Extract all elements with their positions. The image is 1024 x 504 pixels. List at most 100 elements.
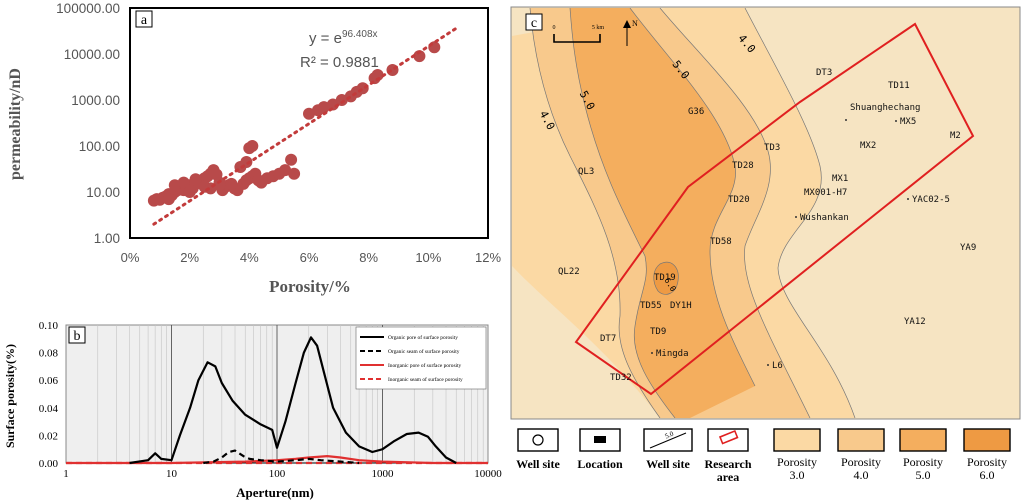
legend-well-line-label: Well site <box>646 457 690 471</box>
panel-a-data-point <box>213 179 226 192</box>
research-area-outline <box>574 22 975 396</box>
panel-a-x-tick: 8% <box>359 250 378 265</box>
well-label-mx1: MX1 <box>832 174 848 184</box>
panel-a-data-point <box>317 101 330 114</box>
porosity-zone-6 <box>653 262 679 295</box>
well-labels: DT3 TD11 Shuanghechang MX5 M2 G36 TD3 MX2 TD28 QL… <box>558 68 976 383</box>
panel-a-y-tick: 1000.00 <box>71 93 120 108</box>
legend-porosity-4-swatch <box>837 428 885 452</box>
well-label-mx001-h7: MX001-H7 <box>804 188 847 198</box>
legend-research-box <box>707 428 749 452</box>
legend-inorganic-seam-label: Inorganic seam of surface porosity <box>388 376 463 383</box>
panel-a-y-tick: 10.00 <box>86 185 120 200</box>
well-label-dt3: DT3 <box>816 68 832 78</box>
well-label-dy1h: DY1H <box>670 301 692 311</box>
panel-a-data-point <box>303 107 315 120</box>
panel-a-r-squared: R² = 0.9881 <box>300 54 379 71</box>
legend-porosity-6-value: 6.0 <box>980 468 995 482</box>
legend-porosity-5-value: 5.0 <box>916 468 931 482</box>
well-label-yac02-5: YAC02-5 <box>912 195 950 205</box>
panel-b-x-tick: 1 <box>63 468 69 480</box>
contour-4-east <box>659 8 811 418</box>
panel-b-legend: Organic pore of surface porosity Organic… <box>355 326 487 390</box>
legend-porosity-4-value: 4.0 <box>854 468 869 482</box>
legend-research-icon <box>718 429 739 445</box>
panel-a-data-point <box>335 94 348 106</box>
legend-porosity-3-label: Porosity <box>777 455 817 469</box>
scale-bar-zero: 0 <box>553 25 556 31</box>
panel-b-series-organic-pore-of-surface-porosity <box>129 336 457 465</box>
panel-c-porosity-map: c 0 5 km N 4.0 5.0 5.0 4.0 6.0 DT3TD11Sh… <box>510 6 1021 420</box>
panel-a-x-tick: 2% <box>180 250 199 265</box>
panel-a-data-point <box>183 186 196 198</box>
well-label-td58: TD58 <box>710 237 732 247</box>
panel-b-x-tick: 10000 <box>474 468 502 480</box>
panel-a-y-tick: 1.00 <box>94 231 120 246</box>
north-arrow-icon: N <box>623 19 638 46</box>
well-label-ql3: QL3 <box>578 167 594 177</box>
well-site-marker <box>907 198 909 200</box>
north-arrow-label: N <box>632 19 638 28</box>
panel-a-data-point <box>356 82 369 95</box>
legend-porosity-5-label: Porosity <box>903 455 943 469</box>
legend-inorganic-pore-label: Inorganic pore of surface porosity <box>388 362 462 369</box>
well-site-marker <box>845 119 847 121</box>
well-label-ya12: YA12 <box>904 317 926 327</box>
panel-b-x-tick: 1000 <box>372 468 395 480</box>
well-label-ql22: QL22 <box>558 267 580 277</box>
well-label-td32: TD32 <box>610 373 632 383</box>
legend-well-line-value: 5.0 <box>664 430 676 441</box>
legend-location-label: Location <box>577 457 623 471</box>
panel-a-data-point <box>189 173 202 186</box>
panel-a-data-point <box>225 177 238 190</box>
legend-porosity-4-label: Porosity <box>841 455 881 469</box>
well-label-wushankan: Wushankan <box>800 213 849 223</box>
legend-porosity-3-swatch <box>773 428 821 452</box>
north-arrow-head <box>623 20 631 28</box>
well-label-ya9: YA9 <box>960 243 976 253</box>
panel-a-x-tick: 4% <box>240 250 259 265</box>
panel-b-y-tick: 0.08 <box>39 348 59 360</box>
panel-b-x-tick: 100 <box>269 468 286 480</box>
panel-b-x-tick: 10 <box>166 468 178 480</box>
porosity-zone-5 <box>570 8 755 418</box>
well-label-mx5: MX5 <box>900 117 916 127</box>
panel-b-y-tick: 0.00 <box>39 458 59 470</box>
well-label-td9: TD9 <box>650 327 666 337</box>
panel-a-equation-exponent: 96.408x <box>342 29 378 40</box>
legend-porosity-6-swatch <box>963 428 1011 452</box>
well-label-g36: G36 <box>688 107 704 117</box>
legend-organic-seam-label: Organic seam of surface porosity <box>388 348 460 355</box>
panel-a-label-box <box>135 10 153 28</box>
well-site-marker <box>651 352 653 354</box>
panel-b-y-tick: 0.04 <box>39 403 59 415</box>
panel-a-data-point <box>413 50 426 63</box>
panel-a-data-point <box>285 153 298 166</box>
panel-b-x-axis-label: Aperture(nm) <box>236 485 314 500</box>
panel-a-data-point <box>279 164 292 177</box>
panel-a-data-point <box>428 41 441 54</box>
legend-research-label-1: Research <box>704 457 751 471</box>
panel-a-label: a <box>141 13 148 28</box>
panel-a-data-point <box>288 167 301 180</box>
well-label-td20: TD20 <box>728 195 750 205</box>
contour-3-east <box>744 8 856 418</box>
well-label-td55: TD55 <box>640 301 662 311</box>
map-legend: Well site Location 5.0 Well site Researc… <box>516 428 1011 484</box>
legend-porosity-5-swatch <box>899 428 947 452</box>
panel-a-y-tick: 10000.00 <box>64 47 120 62</box>
well-label-shuanghechang: Shuanghechang <box>850 103 920 113</box>
contour-4-west <box>529 8 661 418</box>
panel-b-y-tick: 0.06 <box>39 375 59 387</box>
legend-location-icon <box>594 436 606 443</box>
legend-well-site-box <box>517 428 559 452</box>
well-label-mingda: Mingda <box>656 349 689 359</box>
panel-a-x-tick: 12% <box>475 250 501 265</box>
legend-well-site-label: Well site <box>516 457 560 471</box>
well-label-mx2: MX2 <box>860 141 876 151</box>
panel-a-x-axis-label: Porosity/% <box>269 277 351 296</box>
legend-well-line-icon <box>649 432 687 449</box>
panel-b-series-inorganic-pore-of-surface-porosity <box>66 455 488 465</box>
scale-bar: 0 5 km <box>553 25 604 43</box>
well-label-m2: M2 <box>950 131 961 141</box>
